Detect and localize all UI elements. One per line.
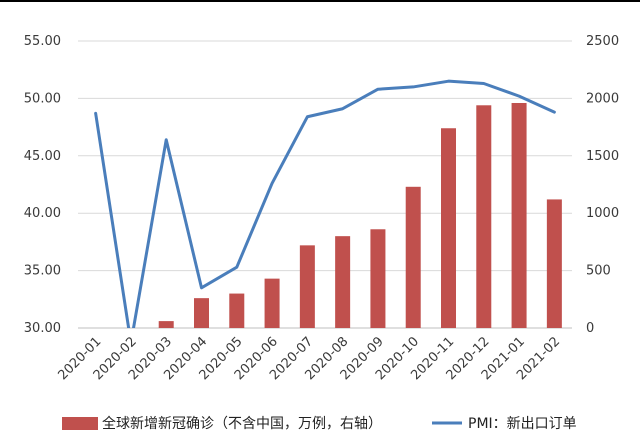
bar — [158, 321, 174, 328]
legend: 全球新增新冠确诊（不含中国，万例，右轴） PMI：新出口订单 — [62, 415, 577, 432]
right-axis-tick-label: 1500 — [586, 149, 619, 164]
bar — [546, 199, 562, 328]
top-border-line — [0, 0, 640, 2]
right-axis-tick-label: 2500 — [586, 34, 619, 49]
right-axis: 0 500 1000 1500 2000 2500 — [586, 34, 619, 336]
left-axis-tick-label: 50.00 — [24, 91, 61, 106]
bar — [405, 186, 421, 328]
bar — [441, 128, 456, 328]
bar — [511, 102, 527, 328]
bar — [194, 298, 209, 328]
line-path — [94, 79, 556, 328]
right-axis-tick-label: 2000 — [586, 91, 619, 106]
gridlines — [78, 40, 572, 329]
left-axis-tick-label: 35.00 — [24, 264, 61, 279]
legend-line-label: PMI：新出口订单 — [468, 416, 577, 432]
line-series — [94, 79, 556, 328]
left-axis-tick-label: 55.00 — [24, 34, 61, 49]
right-axis-tick-label: 500 — [586, 264, 611, 279]
left-axis-tick-label: 30.00 — [24, 321, 61, 336]
bar — [299, 245, 315, 328]
bar — [264, 278, 280, 328]
left-axis-tick-label: 45.00 — [24, 149, 61, 164]
bar-series — [158, 102, 562, 329]
bar — [229, 293, 245, 328]
x-axis: 2020-012020-022020-032020-042020-052020-… — [55, 334, 563, 383]
legend-bar-label: 全球新增新冠确诊（不含中国，万例，右轴） — [102, 415, 382, 432]
bar — [335, 236, 351, 328]
bar — [476, 105, 492, 329]
legend-bar-swatch — [62, 417, 98, 430]
left-axis-tick-label: 40.00 — [24, 206, 61, 221]
left-axis: 30.00 35.00 40.00 45.00 50.00 55.00 — [24, 34, 61, 336]
bar — [370, 229, 386, 328]
right-axis-tick-label: 0 — [586, 321, 594, 336]
right-axis-tick-label: 1000 — [586, 206, 619, 221]
